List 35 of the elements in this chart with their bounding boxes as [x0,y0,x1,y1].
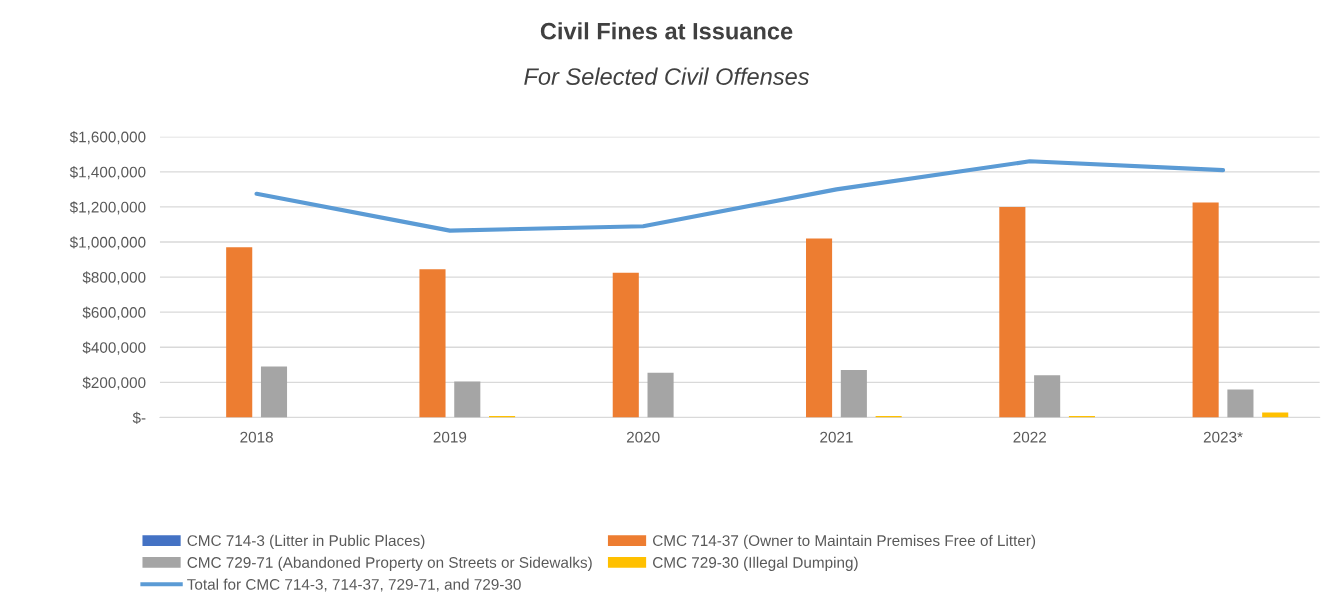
bar [612,272,639,418]
bar [1227,389,1254,418]
bar [840,370,867,418]
bar [1192,202,1219,418]
legend-label: CMC 729-71 (Abandoned Property on Streets or Sidewalks) [187,556,592,571]
x-tick-label: 2018 [240,431,273,443]
bar [419,269,446,418]
x-tick-label: 2023* [1203,431,1243,443]
bar [1034,375,1061,418]
x-tick-label: 2020 [626,431,660,443]
y-tick-label: $800,000 [82,271,146,285]
y-tick-label: $200,000 [82,376,146,390]
bar [806,238,833,418]
y-tick-label: $1,600,000 [69,130,146,145]
chart-subtitle: For Selected Civil Offenses [524,67,810,85]
bar [454,381,481,418]
chart-title: Civil Fines at Issuance [540,22,793,40]
legend-label: CMC 729-30 (Illegal Dumping) [653,556,858,571]
x-tick-label: 2021 [820,431,853,443]
y-tick-label: $1,400,000 [69,166,146,180]
legend-label: CMC 714-3 (Litter in Public Places) [187,534,425,550]
y-tick-label: $600,000 [82,306,146,320]
bar [226,247,253,418]
x-tick-label: 2019 [433,431,467,443]
bar [260,366,288,418]
y-tick-label: $1,000,000 [69,236,146,250]
x-tick-label: 2022 [1013,431,1046,443]
legend-label: Total for CMC 714-3, 714-37, 729-71, and 729-30 [187,578,521,592]
y-tick-label: $- [132,411,146,425]
bar [999,206,1026,418]
y-tick-label: $400,000 [82,341,146,355]
bar [647,372,674,418]
y-tick-label: $1,200,000 [69,201,146,215]
line-series [254,159,1226,233]
legend-label: CMC 714-37 (Owner to Maintain Premises Free of Litter) [653,534,1036,550]
